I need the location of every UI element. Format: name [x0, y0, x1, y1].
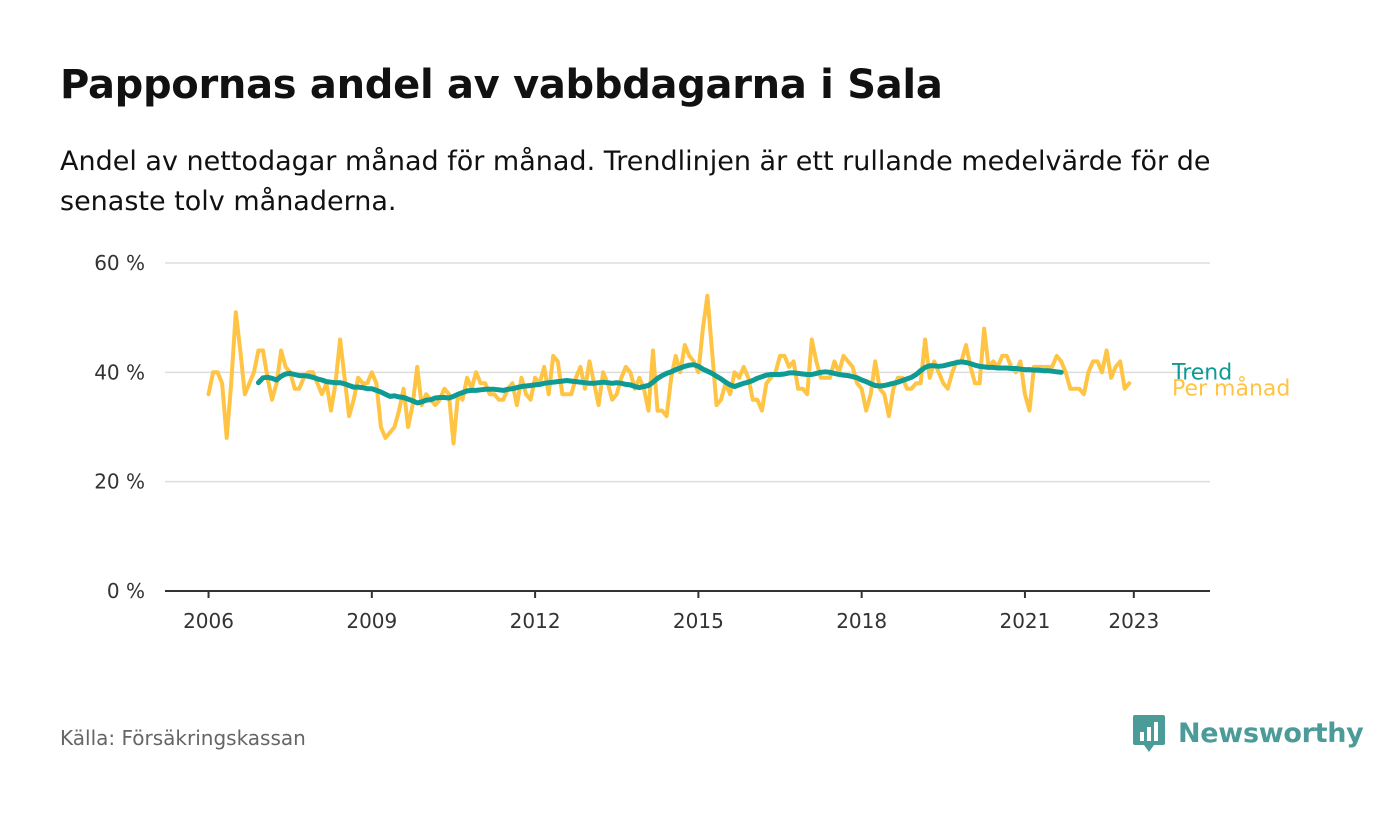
x-tick-label: 2006	[183, 609, 234, 633]
x-tick-label: 2009	[346, 609, 397, 633]
y-tick-label: 0 %	[107, 579, 145, 603]
y-tick-label: 40 %	[94, 360, 145, 384]
series-line-trend	[255, 359, 1064, 406]
newsworthy-logo[interactable]: Newsworthy	[1132, 710, 1364, 756]
legend-label-trend: Trend	[1171, 360, 1232, 385]
legend-label-per-manad: Per månad	[1172, 375, 1290, 401]
chart-subtitle: Andel av nettodagar månad för månad. Tre…	[60, 146, 1211, 217]
series-line-per-manad	[206, 293, 1132, 446]
y-tick-label: 20 %	[94, 470, 145, 494]
x-tick-label: 2015	[673, 609, 724, 633]
brand-name: Newsworthy	[1178, 717, 1364, 749]
x-tick-label: 2012	[510, 609, 561, 633]
x-tick-label: 2023	[1108, 609, 1159, 633]
newsworthy-logo-icon	[1133, 715, 1165, 752]
chart-title: Pappornas andel av vabbdagarna i Sala	[60, 62, 943, 108]
source-note: Källa: Försäkringskassan	[60, 726, 306, 750]
x-tick-label: 2018	[836, 609, 887, 633]
series-lines	[206, 293, 1132, 446]
y-tick-label: 60 %	[94, 251, 145, 275]
x-tick-label: 2021	[999, 609, 1050, 633]
x-axis: 2006 2009 2012 2015 2018 2021 2023	[165, 590, 1210, 633]
y-axis-labels: 0 % 20 % 40 % 60 %	[94, 251, 145, 603]
